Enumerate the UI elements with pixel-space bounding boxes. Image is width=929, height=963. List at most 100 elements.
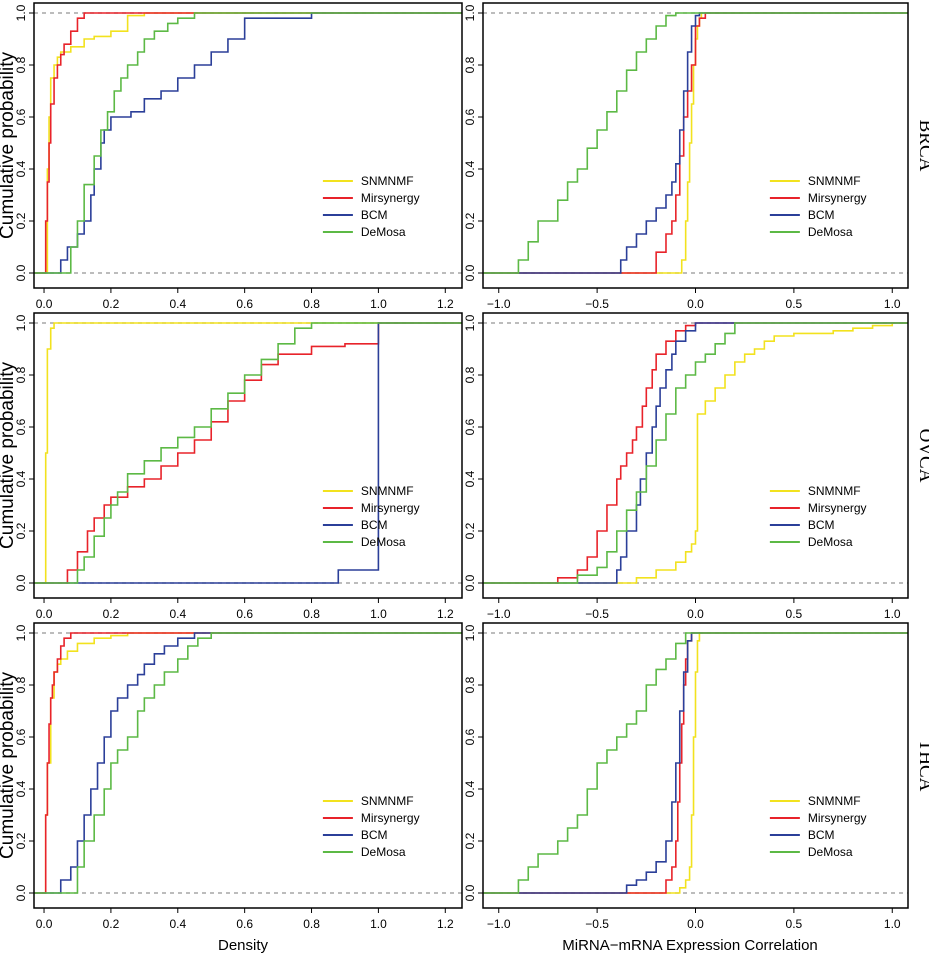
series-line-mirsynergy — [34, 632, 462, 894]
y-tick-label: 1.0 — [14, 4, 28, 21]
legend-label-snmnmf: SNMNMF — [808, 174, 861, 188]
series-line-mirsynergy — [34, 322, 462, 584]
x-tick-label: 0.2 — [103, 917, 120, 931]
x-tick-label: −1.0 — [487, 297, 511, 311]
x-axis-title-left: Density — [218, 937, 269, 954]
x-tick-label: 0.2 — [103, 297, 120, 311]
y-tick-label: 0.2 — [14, 212, 28, 229]
legend-label-mirsynergy: Mirsynergy — [361, 501, 420, 515]
series-line-demosa — [34, 12, 462, 274]
series-line-demosa — [34, 632, 462, 894]
legend-label-demosa: DeMosa — [808, 535, 853, 549]
series-line-bcm — [483, 322, 908, 584]
y-tick-label: 1.0 — [463, 4, 477, 21]
x-tick-label: 0.0 — [687, 607, 704, 621]
x-tick-label: 0.0 — [36, 607, 53, 621]
y-axis-title: Cumulative probability — [0, 362, 18, 549]
series-line-demosa — [34, 322, 462, 584]
y-tick-label: 0.6 — [14, 728, 28, 745]
x-tick-label: 1.2 — [437, 297, 454, 311]
y-axis-title: Cumulative probability — [0, 52, 18, 239]
x-tick-label: 0.6 — [236, 917, 253, 931]
series-line-bcm — [483, 632, 908, 894]
x-tick-label: 0.6 — [236, 607, 253, 621]
legend-label-snmnmf: SNMNMF — [361, 794, 414, 808]
legend-label-snmnmf: SNMNMF — [361, 174, 414, 188]
x-tick-label: 0.0 — [687, 917, 704, 931]
y-tick-label: 0.0 — [14, 264, 28, 281]
x-tick-label: −1.0 — [487, 917, 511, 931]
x-tick-label: 0.4 — [169, 297, 186, 311]
y-tick-label: 0.0 — [14, 574, 28, 591]
y-tick-label: 0.8 — [14, 56, 28, 73]
x-tick-label: 0.0 — [36, 297, 53, 311]
y-tick-label: 1.0 — [463, 314, 477, 331]
y-tick-label: 0.2 — [463, 832, 477, 849]
x-tick-label: 0.0 — [687, 297, 704, 311]
panel-thca-correlation: 0.0 0.2 0.4 0.6 0.8 1.0 −1.0 −0.5 0.0 0.5 1.0 SNMNM… — [463, 622, 929, 931]
x-tick-label: 0.8 — [303, 297, 320, 311]
plot-frame — [33, 622, 463, 909]
x-tick-label: 0.5 — [786, 297, 803, 311]
legend-label-demosa: DeMosa — [808, 225, 853, 239]
x-tick-label: 1.2 — [437, 607, 454, 621]
row-label-brca: BRCA — [915, 120, 929, 172]
panel-brca-correlation: 0.0 0.2 0.4 0.6 0.8 1.0 −1.0 −0.5 0.0 0.5 1.0 SNMNM… — [463, 2, 929, 311]
x-tick-label: 0.6 — [236, 297, 253, 311]
legend-label-demosa: DeMosa — [361, 225, 406, 239]
y-tick-label: 0.0 — [463, 884, 477, 901]
x-tick-label: −0.5 — [585, 917, 609, 931]
y-tick-label: 0.8 — [463, 366, 477, 383]
x-tick-label: 0.8 — [303, 917, 320, 931]
x-tick-label: 0.4 — [169, 917, 186, 931]
legend-label-bcm: BCM — [361, 828, 388, 842]
panel-brca-density: 0.0 0.2 0.4 0.6 0.8 1.0 0.0 0.2 0.4 0.6 0.8 1.0 1.2 S… — [0, 2, 463, 311]
x-tick-label: 0.5 — [786, 917, 803, 931]
legend-label-mirsynergy: Mirsynergy — [808, 811, 867, 825]
legend-label-snmnmf: SNMNMF — [808, 484, 861, 498]
series-line-mirsynergy — [483, 322, 908, 584]
y-tick-label: 0.2 — [463, 212, 477, 229]
y-tick-label: 0.4 — [463, 160, 477, 177]
legend-label-demosa: DeMosa — [361, 845, 406, 859]
series-line-demosa — [483, 632, 908, 894]
series-line-bcm — [483, 12, 908, 274]
legend-label-mirsynergy: Mirsynergy — [361, 811, 420, 825]
y-tick-label: 0.2 — [14, 522, 28, 539]
y-tick-label: 0.0 — [463, 264, 477, 281]
legend-label-demosa: DeMosa — [808, 845, 853, 859]
y-tick-label: 0.0 — [463, 574, 477, 591]
y-tick-label: 0.8 — [14, 366, 28, 383]
y-tick-label: 0.4 — [463, 470, 477, 487]
row-label-ovca: OVCA — [915, 429, 929, 483]
y-tick-label: 0.8 — [463, 676, 477, 693]
legend-label-mirsynergy: Mirsynergy — [361, 191, 420, 205]
y-tick-label: 1.0 — [14, 314, 28, 331]
y-axis-title: Cumulative probability — [0, 672, 18, 859]
legend-label-mirsynergy: Mirsynergy — [808, 191, 867, 205]
plot-frame — [33, 2, 463, 289]
series-line-mirsynergy — [483, 12, 908, 274]
y-tick-label: 0.6 — [463, 108, 477, 125]
legend-label-snmnmf: SNMNMF — [808, 794, 861, 808]
panel-ovca-density: 0.0 0.2 0.4 0.6 0.8 1.0 0.0 0.2 0.4 0.6 0.8 1.0 1.2 S… — [0, 312, 463, 621]
x-tick-label: −0.5 — [585, 607, 609, 621]
legend-label-mirsynergy: Mirsynergy — [808, 501, 867, 515]
x-tick-label: 1.0 — [370, 297, 387, 311]
series-line-mirsynergy — [34, 12, 462, 274]
x-tick-label: 1.0 — [884, 607, 901, 621]
y-tick-label: 0.8 — [463, 56, 477, 73]
plot-frame — [33, 312, 463, 599]
y-tick-label: 0.8 — [14, 676, 28, 693]
x-tick-label: 0.0 — [36, 917, 53, 931]
x-axis-title-right: MiRNA−mRNA Expression Correlation — [562, 937, 818, 954]
legend-label-bcm: BCM — [808, 208, 835, 222]
plot-frame — [482, 312, 909, 599]
y-tick-label: 0.6 — [463, 418, 477, 435]
x-tick-label: 1.0 — [884, 917, 901, 931]
legend-label-demosa: DeMosa — [361, 535, 406, 549]
x-tick-label: 1.2 — [437, 917, 454, 931]
legend-label-bcm: BCM — [808, 518, 835, 532]
y-tick-label: 0.6 — [14, 108, 28, 125]
